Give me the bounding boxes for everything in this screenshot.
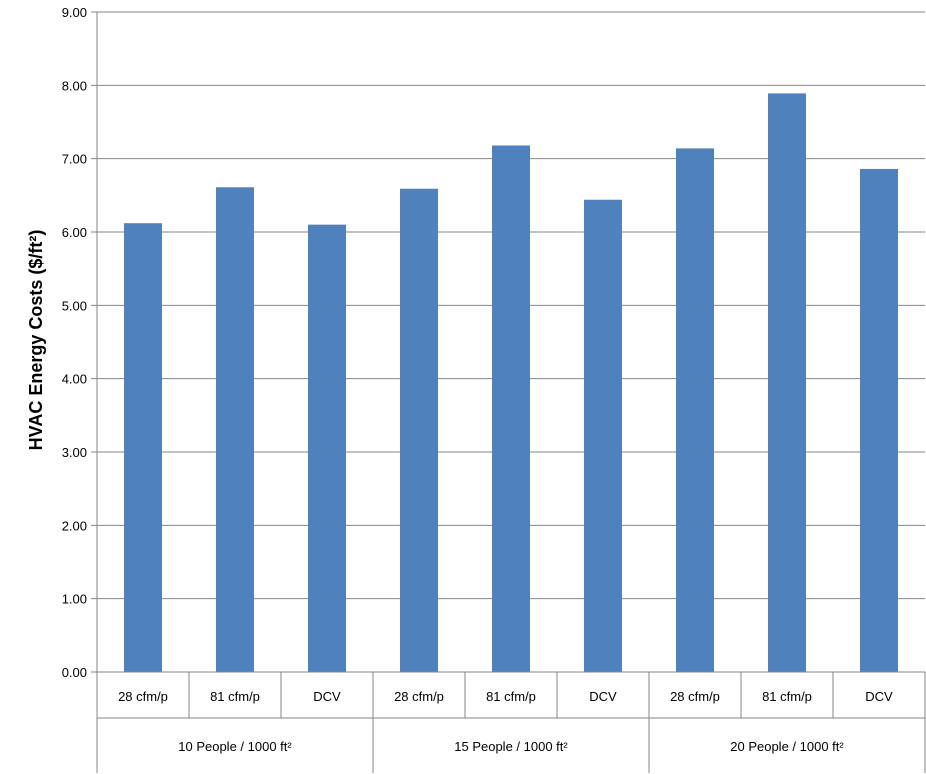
bar: [768, 93, 806, 672]
x-category-label: 28 cfm/p: [670, 689, 720, 704]
bar: [492, 145, 530, 672]
x-group-label: 20 People / 1000 ft²: [730, 739, 844, 754]
x-category-label: DCV: [589, 689, 617, 704]
y-tick-label: 3.00: [62, 445, 87, 460]
x-category-label: 81 cfm/p: [762, 689, 812, 704]
x-category-label: 28 cfm/p: [394, 689, 444, 704]
y-tick-label: 1.00: [62, 592, 87, 607]
bar: [308, 224, 346, 672]
x-category-label: DCV: [313, 689, 341, 704]
axes: [96, 12, 926, 773]
y-tick-label: 9.00: [62, 5, 87, 20]
bar: [400, 188, 438, 672]
x-category-label: 28 cfm/p: [118, 689, 168, 704]
y-tick-label: 5.00: [62, 298, 87, 313]
x-category-label: 81 cfm/p: [486, 689, 536, 704]
y-tick-label: 0.00: [62, 665, 87, 680]
bar: [584, 199, 622, 672]
y-tick-label: 2.00: [62, 518, 87, 533]
bar: [860, 168, 898, 672]
y-tick-label: 8.00: [62, 78, 87, 93]
y-tick-label: 6.00: [62, 225, 87, 240]
y-tick-label: 7.00: [62, 152, 87, 167]
x-group-label: 10 People / 1000 ft²: [178, 739, 292, 754]
x-category-label: DCV: [865, 689, 893, 704]
y-tick-labels: 0.00 1.00 2.00 3.00 4.00 5.00 6.00 7.00 8.00 9.00: [62, 5, 87, 680]
x-category-label: 81 cfm/p: [210, 689, 260, 704]
bar: [676, 148, 714, 672]
x-group-label: 15 People / 1000 ft²: [454, 739, 568, 754]
bars: [124, 93, 898, 672]
y-tick-label: 4.00: [62, 372, 87, 387]
x-category-labels: 28 cfm/p 81 cfm/p DCV 28 cfm/p 81 cfm/p DCV 28…: [118, 689, 893, 754]
y-axis-label: HVAC Energy Costs ($/ft²): [26, 230, 46, 451]
bar: [216, 187, 254, 672]
bar: [124, 223, 162, 672]
